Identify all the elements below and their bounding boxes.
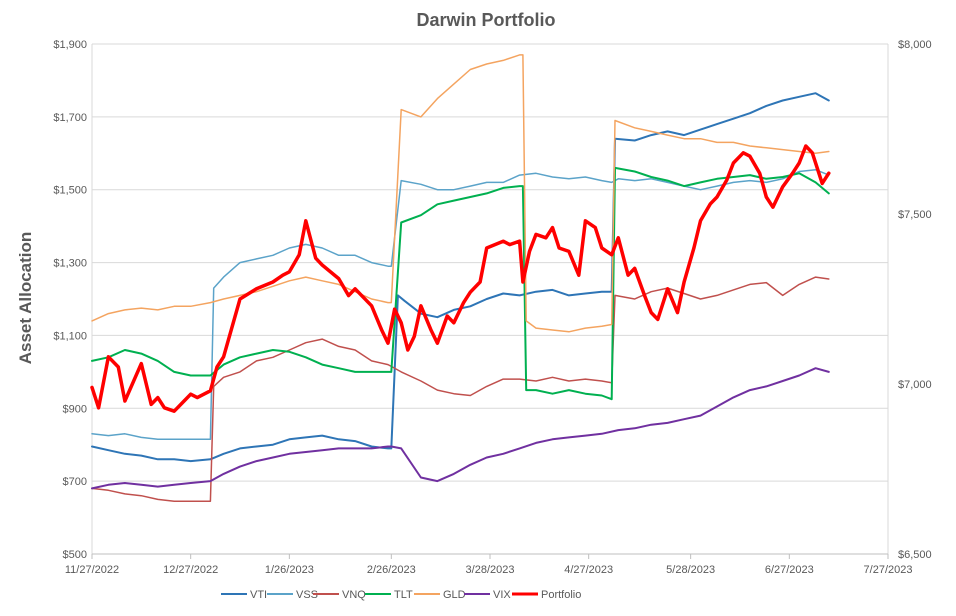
y-axis-left: $500 $700 $900 $1,100 $1,300 $1,500 $1,700 $1,9… xyxy=(53,39,87,561)
x-tick-label: 6/27/2023 xyxy=(765,564,814,576)
y-right-tick-label: $6,500 xyxy=(898,549,932,561)
series-line-vti xyxy=(91,92,830,463)
x-tick-label: 2/26/2023 xyxy=(367,564,416,576)
y-left-tick-label: $1,100 xyxy=(53,330,87,342)
y-right-tick-label: $7,000 xyxy=(898,379,932,391)
series-line-gld xyxy=(91,54,830,333)
legend-label-gld: GLD xyxy=(443,589,466,601)
x-tick-label: 11/27/2022 xyxy=(65,564,119,576)
legend-label-vix: VIX xyxy=(493,589,511,601)
y-left-tick-label: $1,900 xyxy=(53,39,87,51)
gridlines xyxy=(91,43,889,555)
x-tick-label: 12/27/2022 xyxy=(163,564,218,576)
x-tick-label: 7/27/2023 xyxy=(864,564,913,576)
y-right-tick-label: $7,500 xyxy=(898,209,932,221)
x-axis: 11/27/2022 12/27/2022 1/26/2023 2/26/2023 3/… xyxy=(65,553,913,576)
x-tick-label: 4/27/2023 xyxy=(564,564,613,576)
legend-label-vnq: VNQ xyxy=(342,589,366,601)
y-left-tick-label: $900 xyxy=(63,403,87,415)
series-line-vnq xyxy=(91,276,830,502)
legend: VTI VSS VNQ TLT GLD VIX Portfolio xyxy=(221,589,581,601)
series-line-vss xyxy=(91,168,830,441)
legend-label-portfolio: Portfolio xyxy=(541,589,581,601)
y-left-tick-label: $500 xyxy=(63,549,87,561)
legend-label-vti: VTI xyxy=(250,589,267,601)
y-axis-label: Asset Allocation xyxy=(16,232,35,365)
x-tick-label: 5/28/2023 xyxy=(666,564,715,576)
series-line-portfolio xyxy=(90,144,831,413)
y-left-tick-label: $700 xyxy=(63,476,87,488)
legend-label-vss: VSS xyxy=(296,589,318,601)
series-line-vix xyxy=(91,367,830,490)
y-axis-right: $6,500 $7,000 $7,500 $8,000 xyxy=(898,39,932,561)
x-tick-label: 1/26/2023 xyxy=(265,564,314,576)
series-lines xyxy=(90,54,831,502)
series-line-tlt xyxy=(91,166,830,401)
y-left-tick-label: $1,300 xyxy=(53,258,87,270)
y-right-tick-label: $8,000 xyxy=(898,39,932,51)
legend-label-tlt: TLT xyxy=(394,589,413,601)
y-left-tick-label: $1,500 xyxy=(53,185,87,197)
x-tick-label: 3/28/2023 xyxy=(466,564,515,576)
chart-title: Darwin Portfolio xyxy=(417,10,556,30)
y-left-tick-label: $1,700 xyxy=(53,112,87,124)
